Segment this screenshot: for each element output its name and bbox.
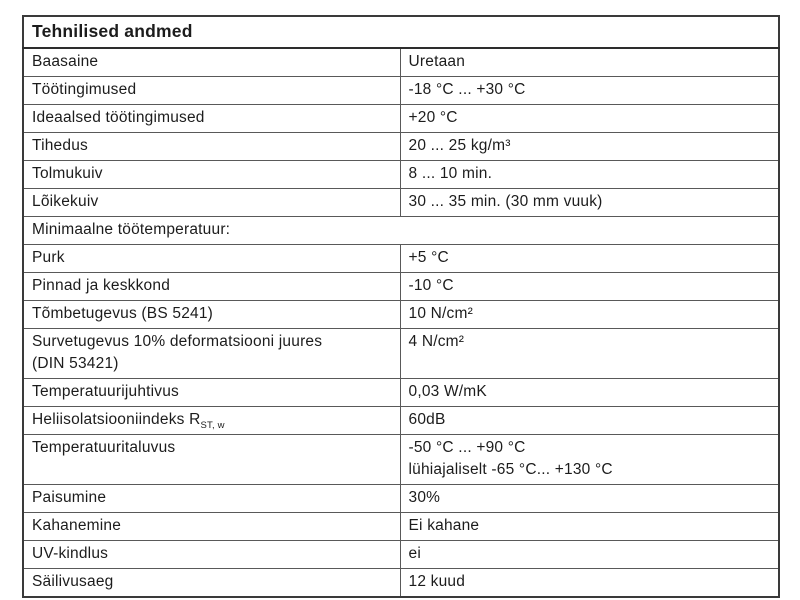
row-label: Baasaine [22,47,401,77]
row-label: Tolmukuiv [22,160,401,189]
row-label: Survetugevus 10% deformatsiooni juures (… [22,328,401,379]
row-value: 8 ... 10 min. [399,160,780,189]
row-label: Purk [22,244,401,273]
row-label: Heliisolatsiooniindeks RST, w [22,406,401,435]
row-label: Ideaalsed töötingimused [22,104,401,133]
row-value: +5 °C [399,244,780,273]
row-label: Pinnad ja keskkond [22,272,401,301]
row-label-line2: (DIN 53421) [32,355,119,372]
table-row: Säilivusaeg 12 kuud [22,568,780,598]
row-value-line2: lühiajaliselt -65 °C... +130 °C [408,461,613,478]
table-row: Tõmbetugevus (BS 5241) 10 N/cm² [22,300,780,329]
table-row: Temperatuuritaluvus -50 °C ... +90 °C lü… [22,434,780,485]
row-value: ei [399,540,780,569]
row-label: Temperatuurijuhtivus [22,378,401,407]
row-value: Uretaan [399,47,780,77]
row-value: 60dB [399,406,780,435]
table-row: Tihedus 20 ... 25 kg/m³ [22,132,780,161]
row-value: 30 ... 35 min. (30 mm vuuk) [399,188,780,217]
row-label: UV-kindlus [22,540,401,569]
row-label: Temperatuuritaluvus [22,434,401,485]
table-row: Heliisolatsiooniindeks RST, w 60dB [22,406,780,435]
table-row: Pinnad ja keskkond -10 °C [22,272,780,301]
table-row: Baasaine Uretaan [22,47,780,77]
table-title: Tehnilised andmed [21,15,781,49]
row-value: +20 °C [399,104,780,133]
row-value: -10 °C [399,272,780,301]
row-value: 10 N/cm² [399,300,780,329]
section-label: Minimaalne töötemperatuur: [22,216,780,245]
table-row: Tolmukuiv 8 ... 10 min. [22,160,780,189]
row-label: Tõmbetugevus (BS 5241) [22,300,401,329]
row-label: Kahanemine [22,512,401,541]
row-label: Säilivusaeg [22,568,401,598]
row-label-subscript: ST, w [200,420,225,431]
row-value: 4 N/cm² [399,328,780,379]
table-row: UV-kindlus ei [22,540,780,569]
row-value: -18 °C ... +30 °C [399,76,780,105]
row-value: Ei kahane [399,512,780,541]
table-row: Töötingimused -18 °C ... +30 °C [22,76,780,105]
row-value: -50 °C ... +90 °C lühiajaliselt -65 °C..… [399,434,780,485]
row-label: Paisumine [22,484,401,513]
row-label-main: Heliisolatsiooniindeks R [32,411,201,428]
table-row: Purk +5 °C [22,244,780,273]
technical-data-table: Tehnilised andmed Baasaine Uretaan Tööti… [21,15,781,598]
row-label: Töötingimused [22,76,401,105]
table-row: Ideaalsed töötingimused +20 °C [22,104,780,133]
table-row: Survetugevus 10% deformatsiooni juures (… [22,328,780,379]
row-value: 30% [399,484,780,513]
table-row: Paisumine 30% [22,484,780,513]
row-value: 20 ... 25 kg/m³ [399,132,780,161]
row-label: Lõikekuiv [22,188,401,217]
table-section-row: Minimaalne töötemperatuur: [22,216,780,245]
table-row: Kahanemine Ei kahane [22,512,780,541]
row-value-line1: -50 °C ... +90 °C [408,439,526,456]
row-label-line1: Survetugevus 10% deformatsiooni juures [32,333,323,350]
table-row: Lõikekuiv 30 ... 35 min. (30 mm vuuk) [22,188,780,217]
row-value: 0,03 W/mK [399,378,780,407]
row-value: 12 kuud [399,568,780,598]
table-row: Temperatuurijuhtivus 0,03 W/mK [22,378,780,407]
row-label: Tihedus [22,132,401,161]
table-title-row: Tehnilised andmed [21,15,781,49]
